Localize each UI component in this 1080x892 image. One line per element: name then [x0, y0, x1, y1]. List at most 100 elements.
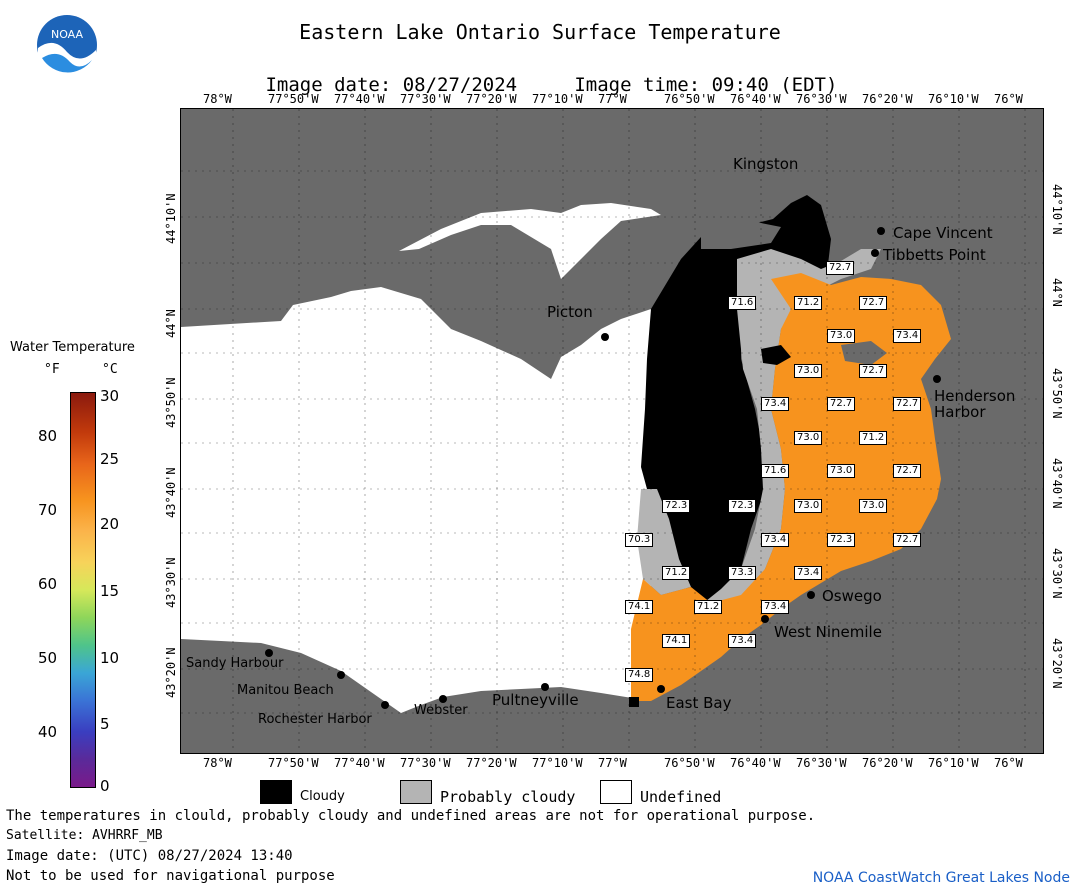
lon-tick-bottom: 76°10'W: [928, 756, 979, 770]
picton-marker: [601, 333, 609, 341]
noaa-logo: NOAA: [36, 14, 98, 76]
temp-label: 74.1: [625, 600, 653, 614]
celsius-tick: 25: [100, 450, 119, 468]
lat-tick-right: 44°10'N: [1050, 184, 1064, 235]
temp-label: 73.4: [761, 600, 789, 614]
temp-label: 71.6: [728, 296, 756, 310]
lon-tick-bottom: 77°40'W: [334, 756, 385, 770]
lon-tick-top: 77°40'W: [334, 92, 385, 106]
lon-tick-top: 76°20'W: [862, 92, 913, 106]
legend-cloudy-label: Cloudy: [300, 789, 345, 804]
lat-tick-left: 43°20'N: [164, 647, 178, 698]
lon-tick-bottom: 76°W: [994, 756, 1023, 770]
celsius-tick: 30: [100, 387, 119, 405]
lon-tick-top: 77°10'W: [532, 92, 583, 106]
tibbetts-point-marker: [871, 249, 879, 257]
oswego-label: Oswego: [822, 587, 882, 605]
temp-label: 72.3: [728, 499, 756, 513]
temp-label: 72.7: [859, 296, 887, 310]
fahrenheit-tick: 70: [38, 501, 57, 519]
celsius-tick: 20: [100, 515, 119, 533]
lon-tick-bottom: 76°40'W: [730, 756, 781, 770]
rochester-harbor-label: Rochester Harbor: [258, 712, 372, 727]
celsius-tick: 15: [100, 582, 119, 600]
satellite-info: Satellite: AVHRRF_MB: [6, 828, 163, 843]
temp-label: 73.4: [728, 634, 756, 648]
lon-tick-bottom: 78°W: [203, 756, 232, 770]
lat-tick-left: 43°40'N: [164, 467, 178, 518]
image-datetime: Image date: 08/27/2024 Image time: 09:40…: [180, 52, 900, 96]
temp-label: 74.8: [625, 668, 653, 682]
temp-label: 72.7: [893, 464, 921, 478]
temp-label: 73.4: [893, 329, 921, 343]
legend-cloudy-swatch: [260, 780, 292, 804]
cape-vincent-label: Cape Vincent: [893, 224, 993, 242]
lon-tick-bottom: 77°50'W: [268, 756, 319, 770]
temp-label: 71.2: [694, 600, 722, 614]
fahrenheit-tick: 50: [38, 649, 57, 667]
temp-label: 73.0: [794, 499, 822, 513]
lon-tick-top: 76°30'W: [796, 92, 847, 106]
henderson-harbor-marker: [933, 375, 941, 383]
legend-probably-cloudy-swatch: [400, 780, 432, 804]
temp-label: 73.0: [794, 431, 822, 445]
webster-label: Webster: [414, 703, 468, 718]
lon-tick-top: 77°20'W: [466, 92, 517, 106]
fahrenheit-tick: 60: [38, 575, 57, 593]
lon-tick-bottom: 77°30'W: [400, 756, 451, 770]
celsius-tick: 5: [100, 715, 110, 733]
henderson-harbor-label-2: Harbor: [934, 403, 986, 421]
lon-tick-top: 76°50'W: [664, 92, 715, 106]
temp-label: 72.7: [893, 397, 921, 411]
temp-label: 73.0: [827, 464, 855, 478]
cape-vincent-marker: [877, 227, 885, 235]
lon-tick-bottom: 77°10'W: [532, 756, 583, 770]
lat-tick-left: 43°50'N: [164, 377, 178, 428]
sandy-harbour-label: Sandy Harbour: [186, 656, 283, 671]
temperature-colorbar: [70, 392, 96, 788]
manitou-beach-label: Manitou Beach: [237, 683, 334, 698]
kingston-label: Kingston: [733, 155, 798, 173]
pultneyville-label: Pultneyville: [492, 691, 579, 709]
lake-map: [180, 108, 1044, 754]
temp-label: 71.2: [859, 431, 887, 445]
oswego-marker: [807, 591, 815, 599]
lon-tick-top: 77°30'W: [400, 92, 451, 106]
lon-tick-bottom: 77°W: [598, 756, 627, 770]
temp-label: 72.7: [827, 397, 855, 411]
fahrenheit-tick: 40: [38, 723, 57, 741]
west-ninemile-label: West Ninemile: [774, 623, 882, 641]
lat-tick-right: 44°N: [1050, 278, 1064, 307]
legend-undefined-swatch: [600, 780, 632, 804]
lon-tick-top: 76°40'W: [730, 92, 781, 106]
lon-tick-top: 77°50'W: [268, 92, 319, 106]
east-bay-cloud-block: [629, 697, 639, 707]
lon-tick-top: 78°W: [203, 92, 232, 106]
lat-tick-left: 44°N: [164, 309, 178, 338]
webster-marker: [439, 695, 447, 703]
temp-label: 73.3: [728, 566, 756, 580]
fahrenheit-tick: 80: [38, 427, 57, 445]
scale-title: Water Temperature: [10, 340, 135, 355]
disclaimer: The temperatures in clould, probably clo…: [6, 808, 815, 824]
temp-label: 73.0: [794, 364, 822, 378]
temp-label: 74.1: [662, 634, 690, 648]
page-title: Eastern Lake Ontario Surface Temperature: [180, 20, 900, 44]
east-bay-marker: [657, 685, 665, 693]
celsius-tick: 10: [100, 649, 119, 667]
temp-label: 73.4: [794, 566, 822, 580]
lat-tick-left: 43°30'N: [164, 557, 178, 608]
legend-undefined-label: Undefined: [640, 788, 721, 806]
lat-tick-right: 43°30'N: [1050, 548, 1064, 599]
lon-tick-top: 77°W: [598, 92, 627, 106]
lon-tick-bottom: 76°50'W: [664, 756, 715, 770]
manitou-beach-marker: [337, 671, 345, 679]
temp-label: 72.3: [827, 533, 855, 547]
lon-tick-top: 76°W: [994, 92, 1023, 106]
noaa-logo-text: NOAA: [51, 28, 84, 41]
lon-tick-bottom: 76°20'W: [862, 756, 913, 770]
rochester-harbor-marker: [381, 701, 389, 709]
lon-tick-bottom: 77°20'W: [466, 756, 517, 770]
lat-tick-left: 44°10'N: [164, 193, 178, 244]
temp-label: 72.7: [893, 533, 921, 547]
